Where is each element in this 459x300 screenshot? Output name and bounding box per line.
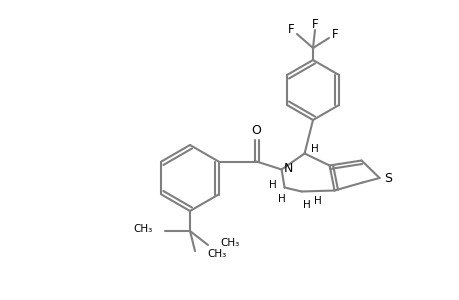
Text: S: S — [384, 172, 392, 185]
Text: CH₃: CH₃ — [207, 249, 226, 259]
Text: H: H — [302, 200, 310, 211]
Text: H: H — [277, 194, 285, 205]
Text: F: F — [287, 22, 294, 35]
Text: CH₃: CH₃ — [133, 224, 152, 234]
Text: F: F — [311, 17, 318, 31]
Text: H: H — [268, 179, 276, 190]
Text: H: H — [313, 196, 321, 206]
Text: H: H — [310, 143, 318, 154]
Text: O: O — [251, 124, 261, 137]
Text: N: N — [283, 162, 293, 175]
Text: CH₃: CH₃ — [220, 238, 239, 248]
Text: F: F — [331, 28, 337, 40]
